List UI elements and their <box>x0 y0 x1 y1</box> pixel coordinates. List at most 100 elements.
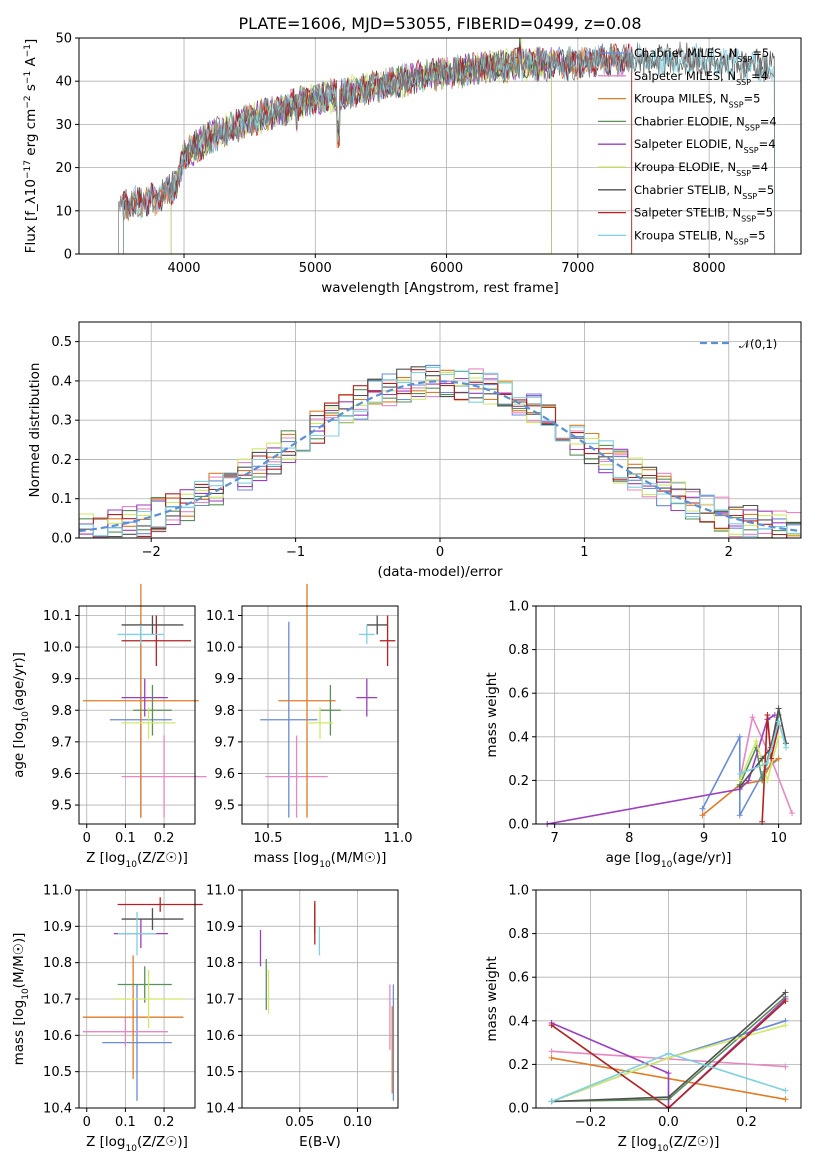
x-tick-label: 0.2 <box>154 1115 175 1130</box>
y-tick-label: 10.5 <box>206 1065 235 1080</box>
axes-frame <box>78 37 802 255</box>
mass-vs-ebv-panel: 0.05 0.10 10.4 10.5 10.6 10.7 10.8 10.9 11.0 E(B-… <box>206 884 399 1150</box>
y-tick-label: 0.2 <box>51 453 72 468</box>
y-tick-label: 10.7 <box>43 993 72 1008</box>
x-tick-label: 1 <box>580 545 588 560</box>
y-tick-label: 0 <box>64 248 72 263</box>
y-tick-label: 0.6 <box>508 687 529 702</box>
mass-weight-line <box>547 714 776 825</box>
y-tick-label: 10.1 <box>206 609 235 624</box>
y-tick-label: 0.4 <box>508 730 529 745</box>
x-axis-label: age [log10(age/yr)] <box>606 850 732 870</box>
y-tick-label: 10.9 <box>206 920 235 935</box>
y-tick-label: 0.6 <box>508 971 529 986</box>
y-tick-label: 10.4 <box>43 1102 72 1117</box>
x-tick-label: 0.2 <box>154 831 175 846</box>
x-tick-label: 10.5 <box>254 831 283 846</box>
mass-vs-metallicity-panel: 0 0.1 0.2 10.4 10.5 10.6 10.7 10.8 10.9 11.0 Z [lo… <box>11 884 203 1154</box>
age-vs-metallicity-panel: 0 0.1 0.2 9.5 9.6 9.7 9.8 9.9 10.0 10.1 Z [log10(Z… <box>11 583 207 870</box>
legend-entry: 𝒩(0,1) <box>739 337 777 351</box>
y-tick-label: 0.2 <box>508 774 529 789</box>
x-tick-label: 0.1 <box>115 831 136 846</box>
y-tick-label: 10.0 <box>206 641 235 656</box>
figure-title: PLATE=1606, MJD=53055, FIBERID=0499, z=0… <box>238 14 641 33</box>
mass-weight-line <box>739 718 787 775</box>
normal-curve <box>78 380 802 533</box>
y-tick-label: 10.1 <box>43 609 72 624</box>
massweight-vs-metallicity-panel: −0.2 0.0 0.2 0.0 0.2 0.4 0.6 0.8 1.0 Z [log10(Z/Z… <box>484 884 802 1154</box>
y-axis-label: mass [log10(M/M☉)] <box>11 933 31 1066</box>
y-tick-label: 0.8 <box>508 927 529 942</box>
y-tick-label: 50 <box>55 32 72 47</box>
x-tick-label: 0.0 <box>658 1115 679 1130</box>
residuals-panel: −2 −1 0 1 2 0.0 0.1 0.2 0.3 0.4 0.5 (data-model)/er… <box>27 321 802 580</box>
x-tick-label: 10 <box>770 831 787 846</box>
x-tick-label: 2 <box>725 545 733 560</box>
y-axis-label: Normed distribution <box>27 363 43 498</box>
legend-entry: Salpeter STELIB, NSSP=5 <box>634 206 773 224</box>
y-tick-label: 0.2 <box>508 1058 529 1073</box>
x-tick-label: 0 <box>436 545 444 560</box>
legend-entry: Kroupa ELODIE, NSSP=4 <box>634 160 768 178</box>
y-tick-label: 10.6 <box>43 1029 72 1044</box>
x-axis-label: Z [log10(Z/Z☉)] <box>86 850 188 870</box>
y-tick-label: 9.5 <box>214 799 235 814</box>
x-tick-label: 7 <box>551 831 559 846</box>
y-axis-label: mass weight <box>484 956 500 1041</box>
y-tick-label: 20 <box>55 161 72 176</box>
axes-frame <box>241 605 399 825</box>
x-axis-label: E(B-V) <box>299 1134 341 1150</box>
x-tick-label: 0.1 <box>115 1115 136 1130</box>
y-tick-label: 9.8 <box>51 704 72 719</box>
axes-frame <box>535 605 802 825</box>
x-tick-label: −0.2 <box>575 1115 607 1130</box>
x-tick-label: 6000 <box>430 261 463 276</box>
y-tick-label: 1.0 <box>508 600 529 615</box>
x-tick-label: 5000 <box>299 261 332 276</box>
y-axis-label: mass weight <box>484 672 500 757</box>
y-tick-label: 0.5 <box>51 335 72 350</box>
y-tick-label: 10 <box>55 204 72 219</box>
massweight-vs-age-panel: 7 8 9 10 0.0 0.2 0.4 0.6 0.8 1.0 age [log10(age/yr… <box>484 600 802 870</box>
legend-entry: Chabrier MILES, NSSP=5 <box>634 46 769 64</box>
mass-weight-line <box>551 998 786 1110</box>
legend-entry: Chabrier STELIB, NSSP=5 <box>634 183 774 201</box>
x-tick-label: 9 <box>700 831 708 846</box>
x-axis-label: Z [log10(Z/Z☉)] <box>618 1134 720 1154</box>
legend-entry: Salpeter MILES, NSSP=4 <box>634 69 768 87</box>
y-tick-label: 0.0 <box>508 818 529 833</box>
y-tick-label: 9.8 <box>214 704 235 719</box>
y-tick-label: 9.9 <box>51 672 72 687</box>
age-vs-mass-panel: 10.5 11.0 9.5 9.6 9.7 9.8 9.9 10.0 10.1 mass [log… <box>206 583 413 870</box>
y-tick-label: 9.7 <box>214 735 235 750</box>
x-tick-label: 0.2 <box>736 1115 757 1130</box>
legend-entry: Chabrier ELODIE, NSSP=4 <box>634 114 777 131</box>
y-tick-label: 10.0 <box>43 641 72 656</box>
x-tick-label: 11.0 <box>384 831 413 846</box>
y-tick-label: 10.9 <box>43 920 72 935</box>
y-tick-label: 0.0 <box>508 1102 529 1117</box>
y-tick-label: 0.4 <box>51 374 72 389</box>
x-axis-label: Z [log10(Z/Z☉)] <box>86 1134 188 1154</box>
y-axis-label: Flux [f_λ10−17 erg cm−2 s−1 A−1] <box>23 39 39 254</box>
x-tick-label: 4000 <box>167 261 200 276</box>
spectrum-panel: 4000 5000 6000 7000 8000 0 10 20 30 40 50 wavelengt… <box>23 32 802 296</box>
y-tick-label: 9.6 <box>214 767 235 782</box>
x-tick-label: −1 <box>286 545 305 560</box>
y-tick-label: 9.7 <box>51 735 72 750</box>
y-tick-label: 10.8 <box>43 956 72 971</box>
y-tick-label: 11.0 <box>43 884 72 899</box>
x-tick-label: 0 <box>83 831 91 846</box>
y-tick-label: 9.5 <box>51 799 72 814</box>
legend-entry: Kroupa MILES, NSSP=5 <box>634 92 760 110</box>
y-tick-label: 1.0 <box>508 884 529 899</box>
histogram-series <box>79 366 801 538</box>
x-axis-label: wavelength [Angstrom, rest frame] <box>321 280 559 296</box>
x-axis-label: (data-model)/error <box>377 564 503 580</box>
y-axis-label: age [log10(age/yr)] <box>11 652 31 778</box>
y-tick-label: 10.5 <box>43 1065 72 1080</box>
x-tick-label: −2 <box>142 545 161 560</box>
y-tick-label: 0.1 <box>51 492 72 507</box>
x-tick-label: 0 <box>83 1115 91 1130</box>
